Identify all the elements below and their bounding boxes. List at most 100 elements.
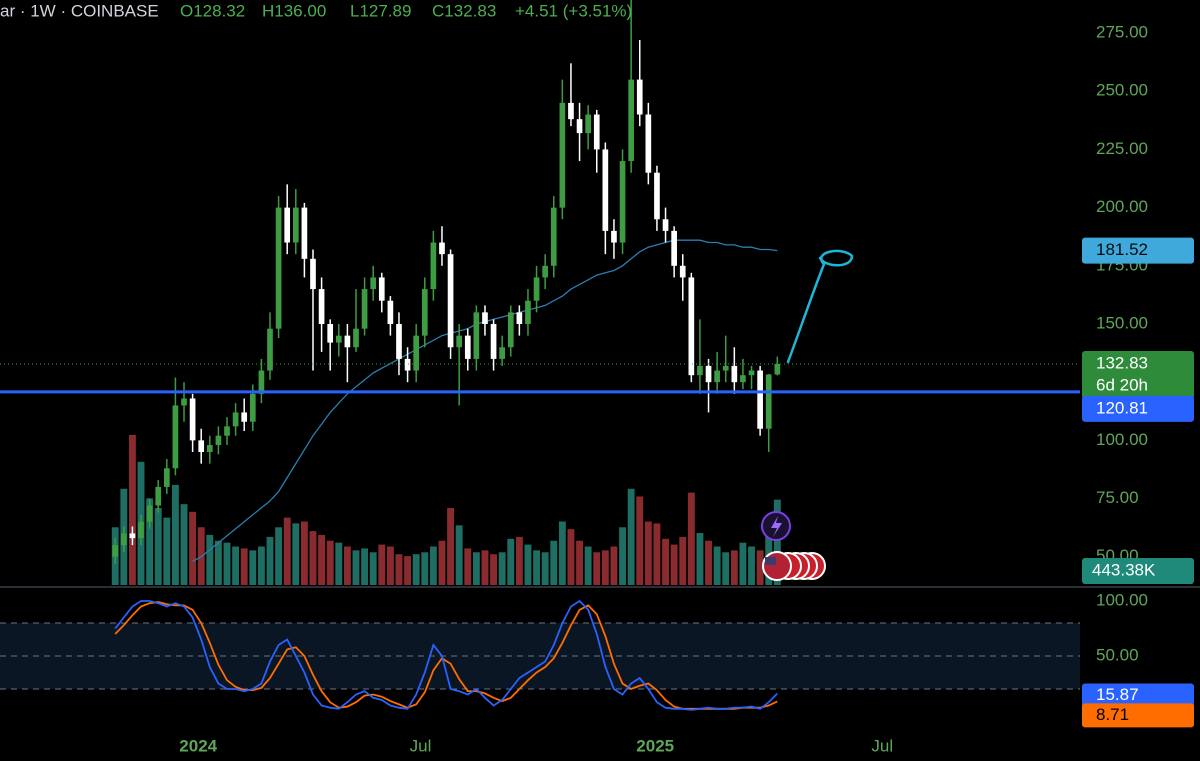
volume-bar — [163, 517, 171, 585]
us-flag-icon[interactable] — [762, 551, 792, 581]
volume-bar — [429, 546, 437, 585]
candle-body — [181, 398, 187, 406]
candle-body — [688, 277, 695, 376]
candle-body — [163, 468, 170, 487]
candle-body — [456, 335, 463, 348]
candle-body — [335, 335, 342, 343]
candle-body — [292, 207, 299, 243]
candle-body — [731, 365, 738, 383]
volume-bar — [739, 542, 747, 585]
volume-bar — [687, 492, 695, 585]
stoch-d-label: 8.71 — [1096, 705, 1129, 724]
low-value: L127.89 — [350, 1, 411, 20]
volume-bar — [214, 540, 222, 585]
candle-body — [619, 161, 626, 243]
volume-bar — [386, 546, 394, 585]
volume-bar — [524, 544, 532, 585]
volume-bar — [189, 511, 197, 585]
candle-body — [490, 323, 497, 359]
volume-bar — [653, 523, 661, 585]
lightning-glyph — [771, 516, 782, 537]
volume-bar — [455, 525, 463, 585]
candle-body — [241, 412, 248, 422]
volume-bar — [593, 552, 601, 585]
volume-bar — [748, 546, 755, 585]
candle-body — [722, 365, 729, 371]
candle-body — [318, 289, 325, 324]
candle-body — [473, 312, 480, 359]
candle-body — [585, 114, 591, 134]
candle-body — [740, 375, 746, 383]
volume-value-label: 443.38K — [1092, 560, 1156, 579]
volume-bar — [490, 554, 498, 585]
volume-bar — [498, 552, 506, 585]
candle-body — [215, 435, 222, 446]
volume-bar — [601, 550, 609, 585]
volume-bar — [352, 550, 360, 585]
y-tick-label: 75.00 — [1096, 488, 1139, 507]
stoch-d-line — [114, 601, 778, 710]
candle-body — [447, 254, 454, 348]
candle-body — [370, 277, 377, 290]
volume-bar — [249, 550, 257, 585]
volume-bar — [421, 552, 429, 585]
candle-body — [344, 335, 351, 348]
y-tick-label: 150.00 — [1096, 313, 1148, 332]
y-tick-label: 100.00 — [1096, 430, 1148, 449]
candle-body — [404, 358, 411, 371]
stoch-k-label-box — [1082, 683, 1194, 708]
volume-bar — [232, 546, 240, 585]
candle-body — [284, 207, 291, 243]
candle-body — [662, 219, 669, 231]
x-axis-area — [0, 730, 1200, 761]
last-price-label: 132.83 — [1096, 353, 1148, 372]
candle-body — [645, 114, 652, 173]
candle-body — [671, 230, 677, 266]
candle-body — [198, 440, 205, 453]
volume-bar — [326, 540, 334, 585]
volume-bar — [154, 508, 162, 585]
x-tick-label: Jul — [871, 736, 893, 755]
stoch-d-label-box — [1082, 703, 1194, 728]
volume-bar — [662, 538, 669, 585]
volume-bar — [670, 544, 678, 585]
candle-body — [387, 300, 394, 324]
candle-body — [705, 365, 712, 383]
candle-body — [628, 79, 634, 162]
candle-body — [327, 323, 334, 343]
volume-bar — [283, 517, 291, 585]
volume-bar — [146, 498, 154, 585]
candle-body — [611, 230, 617, 243]
volume-bar — [558, 521, 566, 585]
axis-layer: 100.0050.00275.00250.00225.00200.00175.0… — [0, 23, 1200, 761]
volume-bar — [180, 504, 188, 585]
volume-bar — [335, 542, 343, 585]
y-tick-label: 100.00 — [1096, 590, 1148, 609]
flag-canton — [765, 557, 776, 565]
candle-body — [576, 119, 583, 134]
volume-bar — [730, 550, 738, 585]
candle-body — [714, 370, 720, 383]
y-tick-label: 225.00 — [1096, 139, 1148, 158]
candle-body — [507, 312, 514, 348]
change-value: +4.51 (+3.51%) — [515, 1, 632, 20]
volume-bar — [438, 540, 446, 585]
event-icons — [761, 511, 826, 581]
open-value: O128.32 — [180, 1, 245, 20]
volume-bar — [404, 556, 412, 585]
volume-bar — [507, 538, 515, 585]
candle-body — [602, 149, 609, 231]
volume-bar — [292, 523, 300, 585]
candle-body — [430, 242, 437, 290]
volume-bar — [584, 546, 592, 585]
candle-body — [593, 114, 600, 150]
volume-bar — [171, 484, 179, 585]
candle-body — [533, 277, 540, 301]
volume-bar — [472, 552, 480, 585]
candle-body — [464, 335, 471, 359]
candle-body — [353, 328, 359, 348]
volume-bar — [722, 552, 730, 585]
volume-bar — [481, 550, 489, 585]
volume-bar — [541, 552, 549, 585]
